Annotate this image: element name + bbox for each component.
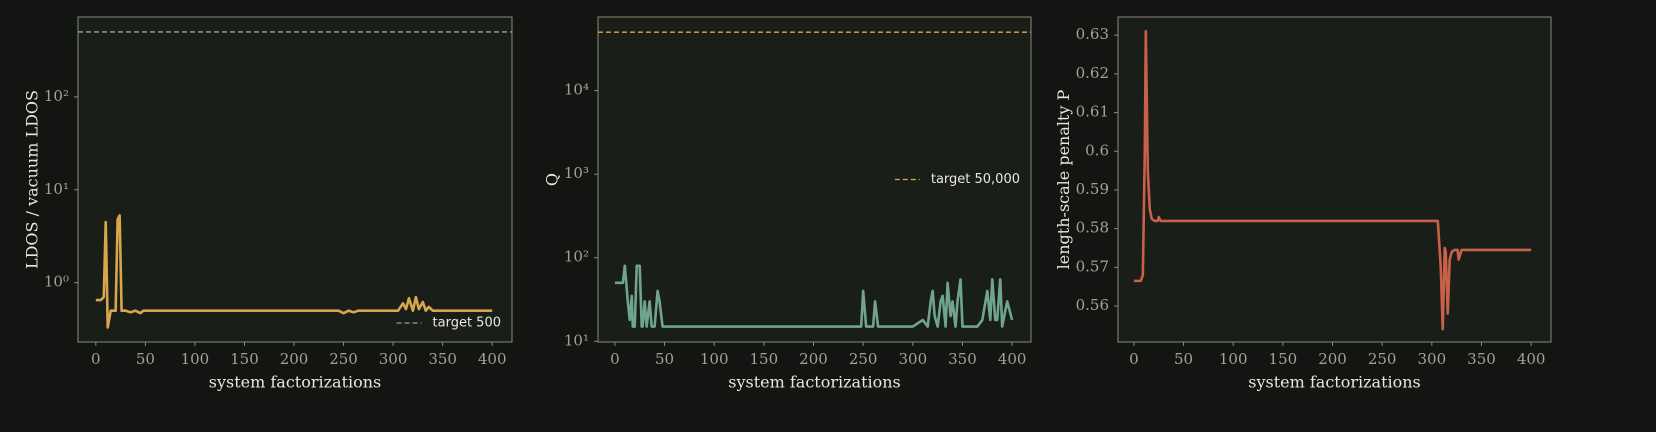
x-tick-label: 400 [998,350,1027,368]
y-tick-label: 0.6 [1085,141,1109,159]
x-tick-label: 0 [610,350,620,368]
plot-area [77,16,513,343]
x-axis-label: system factorizations [209,373,382,392]
y-tick-label: 10⁴ [564,81,589,99]
x-tick-label: 0 [1129,350,1139,368]
x-tick-label: 100 [700,350,729,368]
x-tick-label: 0 [91,350,101,368]
y-tick-label: 0.59 [1076,180,1109,198]
x-tick-label: 400 [478,350,507,368]
x-tick-label: 200 [1318,350,1347,368]
data-line [1133,30,1532,331]
y-tick-label: 10² [564,248,589,266]
legend-label: target 50,000 [931,172,1020,187]
x-tick-label: 300 [1418,350,1447,368]
x-tick-label: 100 [1219,350,1248,368]
x-tick-label: 250 [329,350,358,368]
y-tick-label: 0.62 [1076,64,1109,82]
y-tick-label: 10² [44,87,69,105]
x-axis-label: system factorizations [1248,373,1421,392]
y-tick-label: 10¹ [564,331,589,349]
x-tick-label: 150 [1269,350,1298,368]
x-tick-label: 350 [1467,350,1496,368]
x-tick-label: 300 [379,350,408,368]
y-axis-label: Q [542,173,561,186]
plot-area [1117,16,1552,343]
x-tick-label: 350 [948,350,977,368]
x-axis-label: system factorizations [728,373,901,392]
data-line [614,264,1014,328]
y-tick-label: 0.58 [1076,219,1109,237]
y-tick-label: 0.63 [1076,25,1109,43]
y-tick-label: 10¹ [44,180,69,198]
x-tick-label: 200 [280,350,309,368]
x-tick-label: 300 [898,350,927,368]
x-tick-label: 150 [230,350,259,368]
y-tick-label: 0.56 [1076,296,1109,314]
legend-label: target 500 [433,316,501,331]
x-tick-label: 50 [136,350,155,368]
y-tick-label: 10³ [564,164,589,182]
x-tick-label: 400 [1517,350,1546,368]
x-tick-label: 100 [181,350,210,368]
x-tick-label: 50 [1174,350,1193,368]
x-tick-label: 350 [428,350,457,368]
y-axis-label: LDOS / vacuum LDOS [22,90,41,269]
y-tick-label: 0.61 [1076,103,1109,121]
x-tick-label: 200 [799,350,828,368]
x-tick-label: 250 [1368,350,1397,368]
y-axis-label: length-scale penalty P [1054,89,1073,269]
data-line [95,214,493,329]
x-tick-label: 150 [750,350,779,368]
y-tick-label: 0.57 [1076,257,1109,275]
x-tick-label: 250 [849,350,878,368]
y-tick-label: 10⁰ [44,273,69,291]
x-tick-label: 50 [655,350,674,368]
